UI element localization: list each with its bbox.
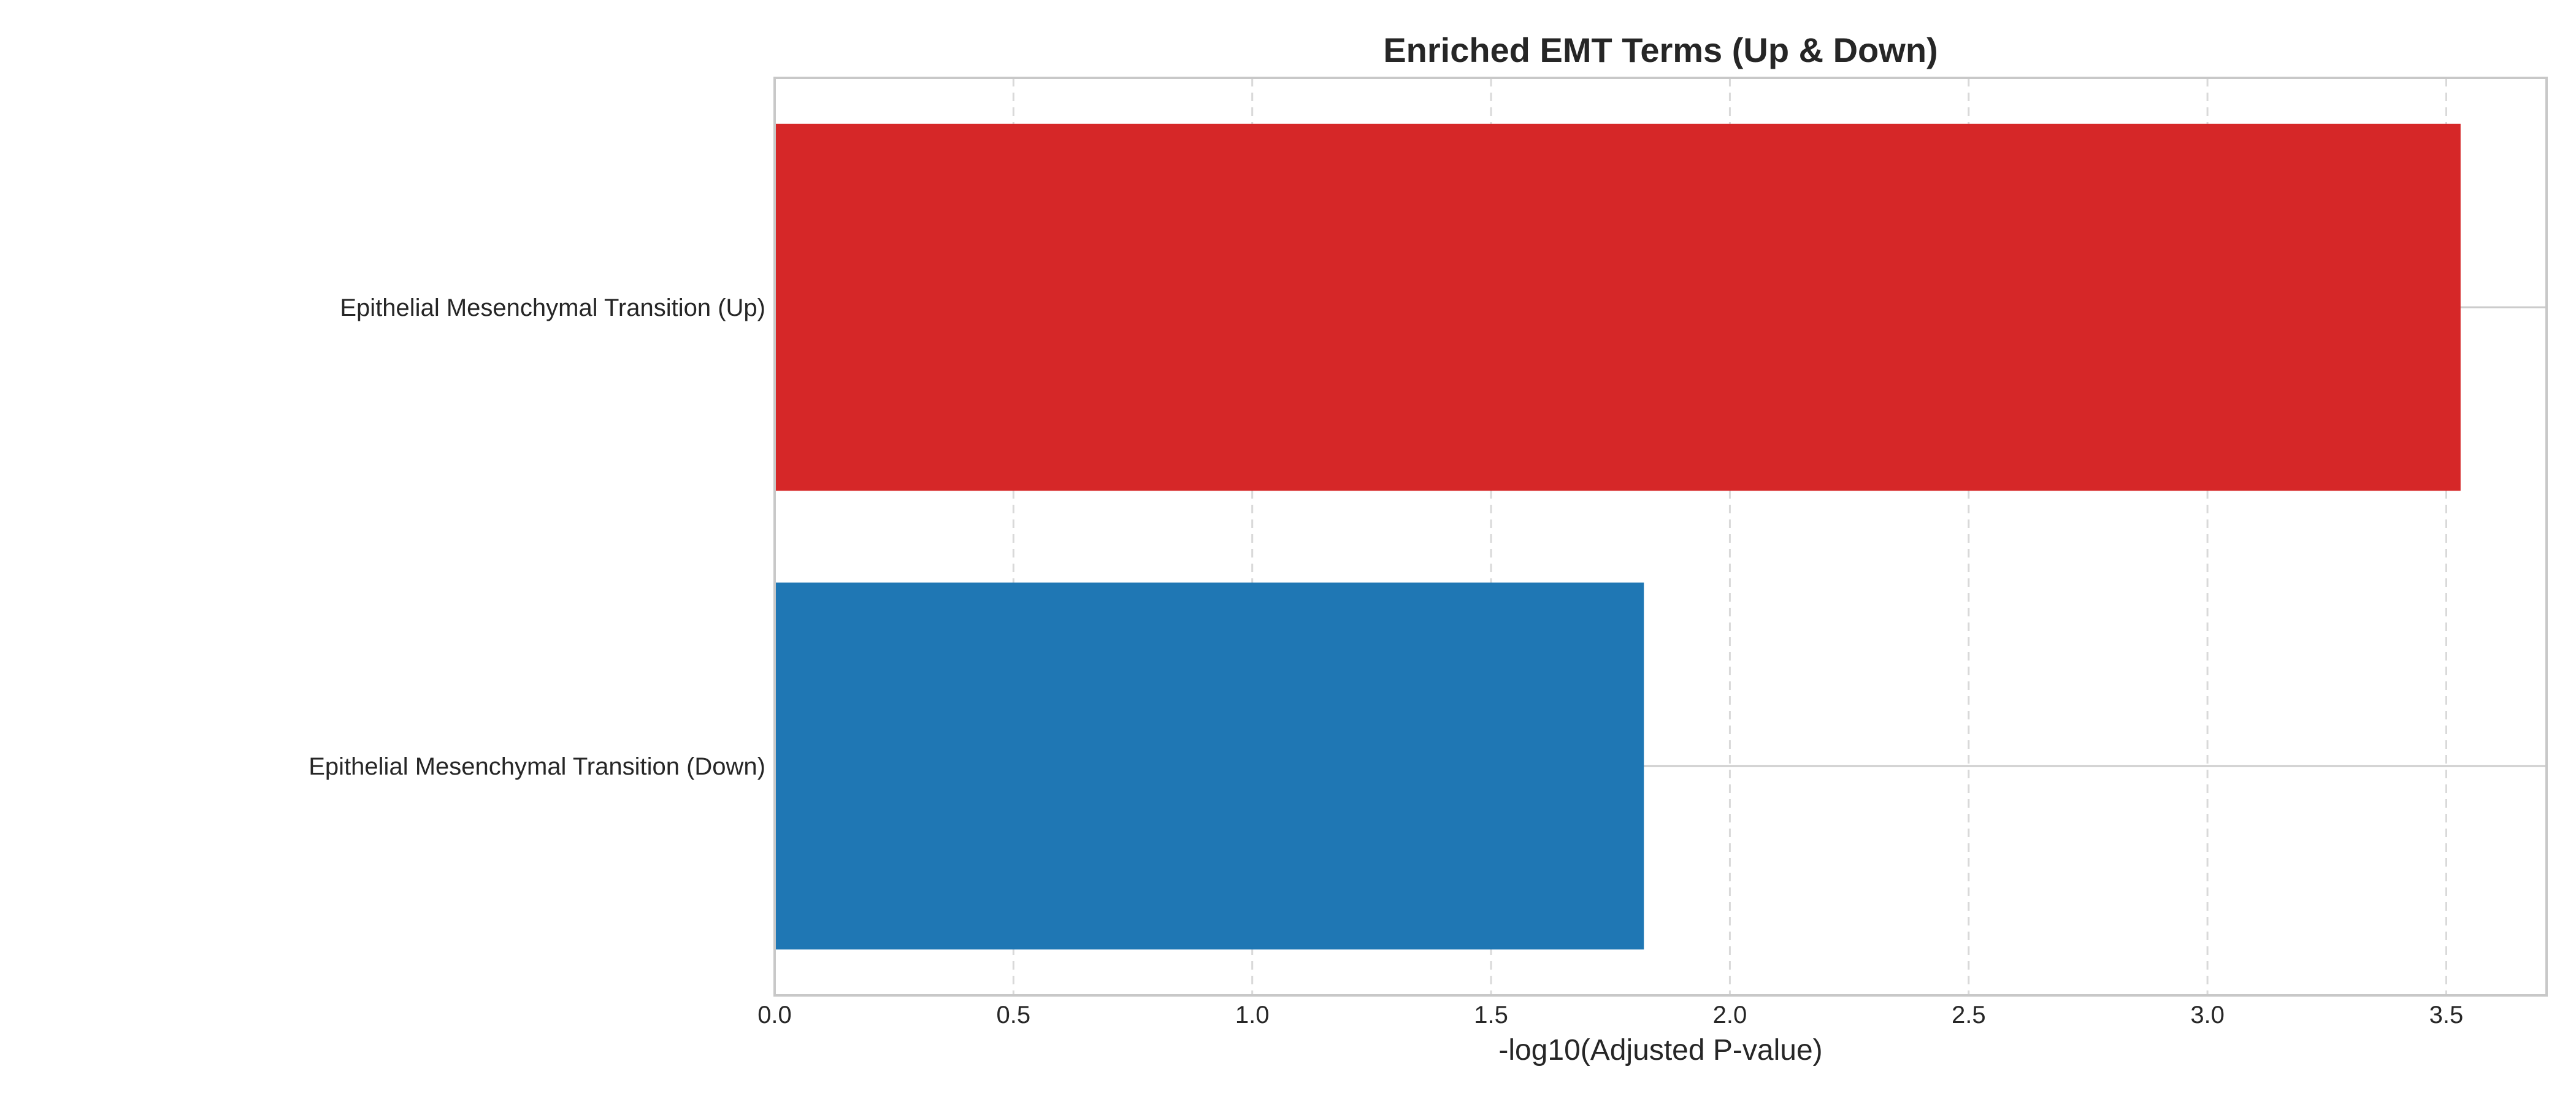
x-tick-label: 2.5 [1952, 1002, 1986, 1028]
x-tick-label: 0.0 [757, 1002, 792, 1028]
x-tick-label: 2.0 [1713, 1002, 1747, 1028]
chart-title: Enriched EMT Terms (Up & Down) [1383, 31, 1938, 69]
x-axis-label: -log10(Adjusted P-value) [1498, 1034, 1822, 1067]
y-tick-label: Epithelial Mesenchymal Transition (Down) [309, 753, 765, 780]
x-tick-label: 3.0 [2190, 1002, 2225, 1028]
y-tick-label: Epithelial Mesenchymal Transition (Up) [340, 294, 765, 321]
x-tick-label: 0.5 [997, 1002, 1031, 1028]
x-tick-label: 1.5 [1474, 1002, 1508, 1028]
x-tick-label: 1.0 [1235, 1002, 1270, 1028]
bar [775, 123, 2461, 491]
bar [775, 582, 1644, 950]
plot-frame [773, 77, 2548, 997]
x-tick-label: 3.5 [2429, 1002, 2464, 1028]
plot-area: 0.0 0.5 1.0 1.5 2.0 2.5 3.0 3.5 Epithelial Mesen… [309, 77, 2548, 1028]
